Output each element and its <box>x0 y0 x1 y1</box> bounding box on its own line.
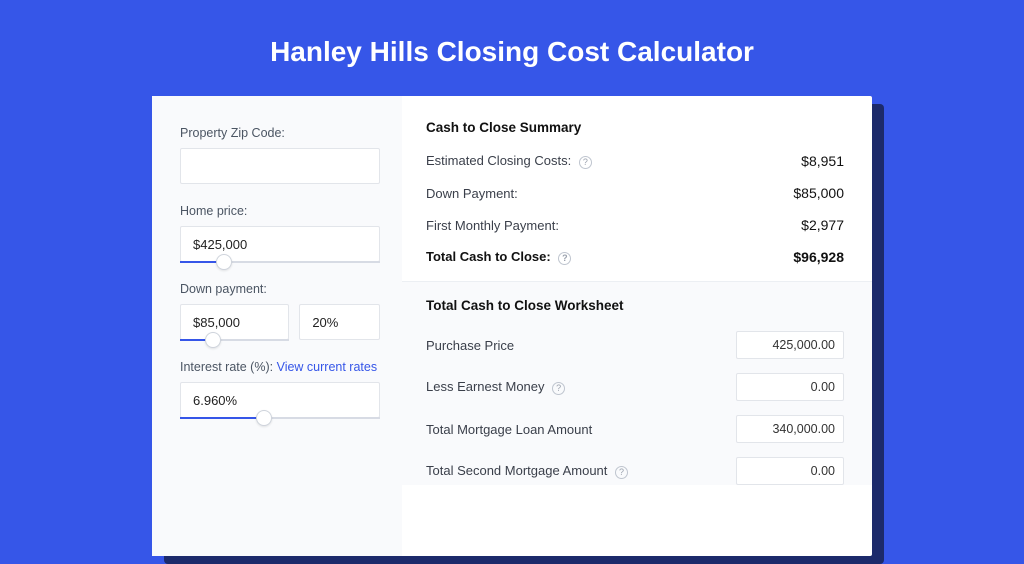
summary-value: $8,951 <box>801 153 844 169</box>
interest-input[interactable] <box>180 382 380 418</box>
worksheet-label: Less Earnest Money ? <box>426 379 565 394</box>
label-text: Less Earnest Money <box>426 379 545 394</box>
summary-total-label: Total Cash to Close: ? <box>426 249 571 264</box>
worksheet-panel: Total Cash to Close Worksheet Purchase P… <box>402 281 872 485</box>
home-price-group: Home price: <box>180 204 380 262</box>
worksheet-row: Less Earnest Money ? <box>426 373 844 401</box>
down-payment-group: Down payment: <box>180 282 380 340</box>
zip-input[interactable] <box>180 148 380 184</box>
interest-label-text: Interest rate (%): <box>180 360 273 374</box>
down-payment-pct-input[interactable] <box>299 304 380 340</box>
inputs-panel: Property Zip Code: Home price: Down paym… <box>152 96 402 556</box>
worksheet-label: Purchase Price <box>426 338 514 353</box>
calculator-card: Property Zip Code: Home price: Down paym… <box>152 96 872 556</box>
view-rates-link[interactable]: View current rates <box>277 360 378 374</box>
interest-group: Interest rate (%): View current rates <box>180 360 380 418</box>
summary-row: Down Payment: $85,000 <box>426 185 844 201</box>
page-title: Hanley Hills Closing Cost Calculator <box>0 0 1024 90</box>
summary-title: Cash to Close Summary <box>426 120 844 135</box>
home-price-slider[interactable] <box>180 226 380 262</box>
label-text: Total Cash to Close: <box>426 249 551 264</box>
help-icon[interactable]: ? <box>558 252 571 265</box>
slider-thumb[interactable] <box>256 410 272 426</box>
summary-label: Down Payment: <box>426 186 518 201</box>
help-icon[interactable]: ? <box>552 382 565 395</box>
interest-slider[interactable] <box>180 382 380 418</box>
summary-value: $2,977 <box>801 217 844 233</box>
worksheet-input[interactable] <box>736 373 844 401</box>
slider-thumb[interactable] <box>205 332 221 348</box>
worksheet-row: Total Mortgage Loan Amount <box>426 415 844 443</box>
slider-thumb[interactable] <box>216 254 232 270</box>
worksheet-label: Total Second Mortgage Amount ? <box>426 463 628 478</box>
worksheet-input[interactable] <box>736 415 844 443</box>
home-price-input[interactable] <box>180 226 380 262</box>
worksheet-label: Total Mortgage Loan Amount <box>426 422 592 437</box>
down-payment-input[interactable] <box>180 304 289 340</box>
summary-total-row: Total Cash to Close: ? $96,928 <box>426 249 844 265</box>
zip-group: Property Zip Code: <box>180 126 380 184</box>
summary-total-value: $96,928 <box>793 249 844 265</box>
summary-label: Estimated Closing Costs: ? <box>426 153 592 168</box>
label-text: Total Second Mortgage Amount <box>426 463 607 478</box>
worksheet-input[interactable] <box>736 331 844 359</box>
worksheet-input[interactable] <box>736 457 844 485</box>
summary-row: Estimated Closing Costs: ? $8,951 <box>426 153 844 169</box>
worksheet-row: Total Second Mortgage Amount ? <box>426 457 844 485</box>
label-text: Estimated Closing Costs: <box>426 153 571 168</box>
summary-value: $85,000 <box>793 185 844 201</box>
down-payment-label: Down payment: <box>180 282 380 296</box>
help-icon[interactable]: ? <box>615 466 628 479</box>
home-price-label: Home price: <box>180 204 380 218</box>
down-payment-slider[interactable] <box>180 304 289 340</box>
summary-row: First Monthly Payment: $2,977 <box>426 217 844 233</box>
summary-label: First Monthly Payment: <box>426 218 559 233</box>
interest-label: Interest rate (%): View current rates <box>180 360 380 374</box>
worksheet-title: Total Cash to Close Worksheet <box>426 298 844 313</box>
results-panel: Cash to Close Summary Estimated Closing … <box>402 96 872 556</box>
worksheet-row: Purchase Price <box>426 331 844 359</box>
zip-label: Property Zip Code: <box>180 126 380 140</box>
slider-fill <box>180 417 264 419</box>
help-icon[interactable]: ? <box>579 156 592 169</box>
